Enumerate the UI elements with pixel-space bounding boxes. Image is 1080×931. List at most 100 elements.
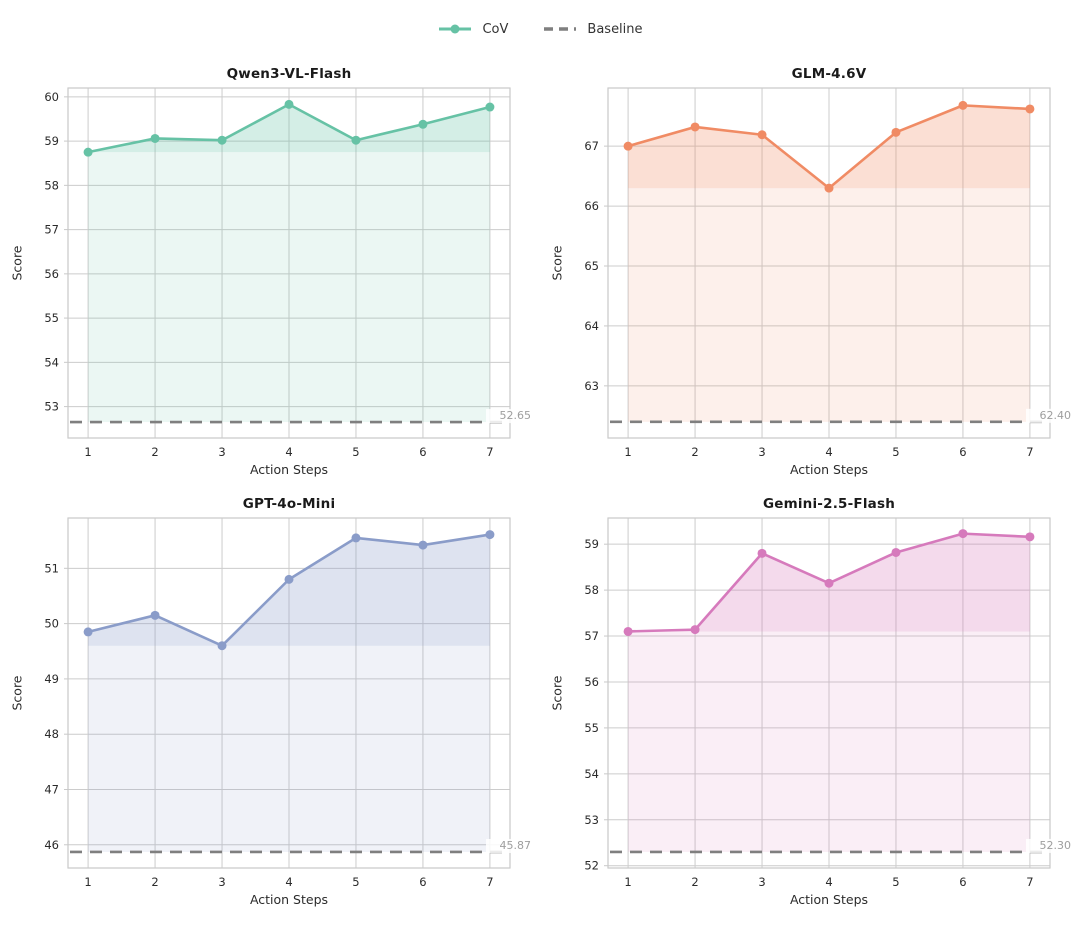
data-point — [351, 533, 361, 543]
y-tick-label: 58 — [44, 178, 59, 192]
x-axis-label: Action Steps — [789, 462, 869, 477]
y-tick-label: 56 — [44, 267, 59, 281]
y-tick-label: 54 — [584, 767, 599, 781]
data-point — [891, 547, 901, 557]
data-point — [485, 102, 495, 112]
y-tick-label: 57 — [584, 629, 599, 643]
area-fill-light — [88, 645, 490, 852]
legend-label-baseline: Baseline — [587, 21, 643, 37]
y-tick-label: 59 — [44, 134, 59, 148]
x-tick-label: 1 — [624, 445, 631, 459]
data-point — [485, 530, 495, 540]
y-tick-label: 60 — [44, 90, 59, 104]
x-axis-label: Action Steps — [789, 892, 869, 907]
x-tick-label: 4 — [825, 875, 832, 889]
y-tick-label: 63 — [584, 379, 599, 393]
axes-spines — [67, 87, 511, 439]
y-tick-label: 67 — [584, 139, 599, 153]
data-point — [150, 610, 160, 620]
x-tick-label: 5 — [352, 445, 359, 459]
baseline-label-bg — [486, 409, 532, 424]
chart-glm-4-6v: GLM-4.6V Score 62.40 1 2 3 4 5 6 7 63 64 65 66 67 Ac… — [540, 55, 1080, 485]
data-point — [958, 529, 968, 539]
x-tick-label: 4 — [825, 445, 832, 459]
data-point — [351, 135, 361, 145]
y-tick-label: 56 — [584, 675, 599, 689]
area-fill-dark — [88, 104, 490, 153]
area-fill-light — [628, 188, 1030, 422]
legend-item-baseline: Baseline — [542, 21, 643, 37]
axes-spines — [607, 517, 1051, 869]
y-tick-label: 47 — [44, 782, 59, 796]
chart-title: Gemini-2.5-Flash — [762, 496, 896, 512]
y-tick-label: 48 — [44, 727, 59, 741]
y-tick-label: 53 — [584, 813, 599, 827]
y-tick-label: 51 — [44, 561, 59, 575]
chart-title: GPT-4o-Mini — [242, 496, 336, 512]
cov-marker-swatch — [450, 24, 460, 34]
data-point — [418, 119, 428, 129]
x-tick-label: 6 — [959, 875, 966, 889]
x-tick-label: 5 — [352, 875, 359, 889]
baseline-label: 62.40 — [1040, 409, 1072, 422]
x-tick-label: 7 — [1026, 875, 1033, 889]
baseline-label-bg — [1026, 838, 1072, 853]
x-axis-label: Action Steps — [249, 462, 329, 477]
chart-title: GLM-4.6V — [791, 66, 867, 82]
x-tick-label: 6 — [959, 445, 966, 459]
y-tick-label: 65 — [584, 259, 599, 273]
legend-item-cov: CoV — [437, 22, 508, 37]
cov-line-icon — [439, 24, 472, 34]
x-tick-label: 4 — [285, 875, 292, 889]
data-point — [217, 135, 227, 145]
x-tick-label: 7 — [486, 875, 493, 889]
baseline-dash-icon — [544, 27, 577, 31]
x-tick-label: 2 — [151, 445, 158, 459]
y-tick-label: 58 — [584, 583, 599, 597]
data-point — [824, 183, 834, 193]
data-point — [284, 99, 294, 109]
x-tick-label: 3 — [218, 445, 225, 459]
area-fill-dark — [88, 534, 490, 646]
legend-label-cov: CoV — [482, 21, 509, 37]
x-tick-label: 2 — [691, 445, 698, 459]
axes-spines — [67, 517, 511, 869]
x-tick-label: 1 — [624, 875, 631, 889]
data-point — [217, 641, 227, 651]
y-tick-label: 49 — [44, 672, 59, 686]
axes-spines — [607, 87, 1051, 439]
data-point — [83, 147, 93, 157]
x-tick-label: 7 — [1026, 445, 1033, 459]
x-tick-label: 4 — [285, 445, 292, 459]
baseline-label: 52.65 — [500, 409, 532, 422]
y-tick-label: 57 — [44, 223, 59, 237]
y-tick-label: 52 — [584, 859, 599, 873]
area-fill-dark — [628, 105, 1030, 189]
y-tick-label: 55 — [44, 311, 59, 325]
area-fill-light — [628, 631, 1030, 852]
data-point — [284, 574, 294, 584]
y-tick-label: 59 — [584, 537, 599, 551]
x-tick-label: 2 — [691, 875, 698, 889]
x-tick-label: 1 — [84, 875, 91, 889]
data-point — [757, 548, 767, 558]
data-point — [690, 122, 700, 132]
baseline-label-bg — [486, 838, 532, 853]
data-point — [83, 627, 93, 637]
x-tick-label: 3 — [758, 445, 765, 459]
y-tick-label: 55 — [584, 721, 599, 735]
y-tick-label: 53 — [44, 400, 59, 414]
x-tick-label: 6 — [419, 445, 426, 459]
data-point — [623, 626, 633, 636]
data-point — [1025, 104, 1035, 114]
x-tick-label: 5 — [892, 875, 899, 889]
y-tick-label: 66 — [584, 199, 599, 213]
y-tick-label: 46 — [44, 838, 59, 852]
baseline-label: 45.87 — [500, 839, 532, 852]
y-tick-label: 64 — [584, 319, 599, 333]
data-point — [418, 540, 428, 550]
data-point — [150, 133, 160, 143]
